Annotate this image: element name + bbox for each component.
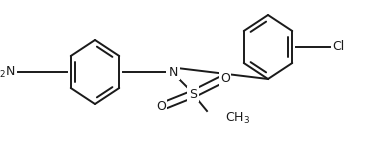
Text: S: S <box>189 87 197 100</box>
Text: CH$_3$: CH$_3$ <box>225 110 250 126</box>
Text: H$_2$N: H$_2$N <box>0 64 16 80</box>
Text: N: N <box>168 66 178 78</box>
Text: O: O <box>156 99 166 113</box>
Text: O: O <box>220 72 230 86</box>
Text: Cl: Cl <box>332 40 344 54</box>
